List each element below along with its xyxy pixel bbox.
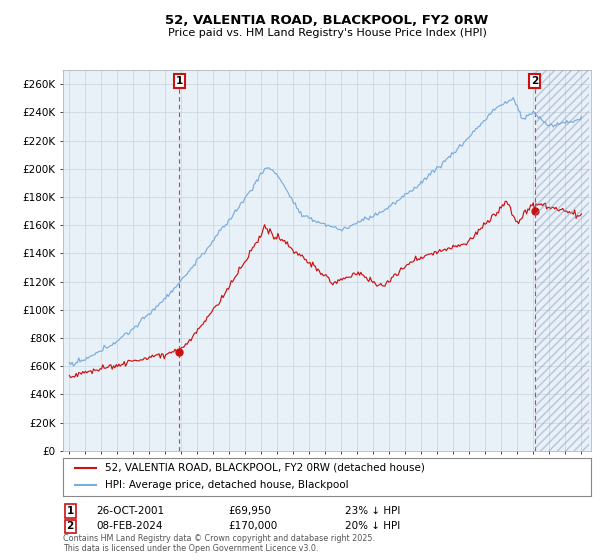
Text: 52, VALENTIA ROAD, BLACKPOOL, FY2 0RW (detached house): 52, VALENTIA ROAD, BLACKPOOL, FY2 0RW (d… xyxy=(105,463,425,473)
Text: 26-OCT-2001: 26-OCT-2001 xyxy=(96,506,164,516)
Text: 23% ↓ HPI: 23% ↓ HPI xyxy=(345,506,400,516)
Text: Contains HM Land Registry data © Crown copyright and database right 2025.
This d: Contains HM Land Registry data © Crown c… xyxy=(63,534,375,553)
Text: 2: 2 xyxy=(531,76,538,86)
Text: 08-FEB-2024: 08-FEB-2024 xyxy=(96,521,163,531)
Text: Price paid vs. HM Land Registry's House Price Index (HPI): Price paid vs. HM Land Registry's House … xyxy=(167,28,487,38)
Text: 52, VALENTIA ROAD, BLACKPOOL, FY2 0RW: 52, VALENTIA ROAD, BLACKPOOL, FY2 0RW xyxy=(166,14,488,27)
Text: 20% ↓ HPI: 20% ↓ HPI xyxy=(345,521,400,531)
Text: £69,950: £69,950 xyxy=(228,506,271,516)
Text: 1: 1 xyxy=(175,76,182,86)
Text: HPI: Average price, detached house, Blackpool: HPI: Average price, detached house, Blac… xyxy=(105,480,349,491)
Bar xyxy=(535,70,589,451)
Text: 1: 1 xyxy=(67,506,74,516)
Text: 2: 2 xyxy=(67,521,74,531)
Text: £170,000: £170,000 xyxy=(228,521,277,531)
